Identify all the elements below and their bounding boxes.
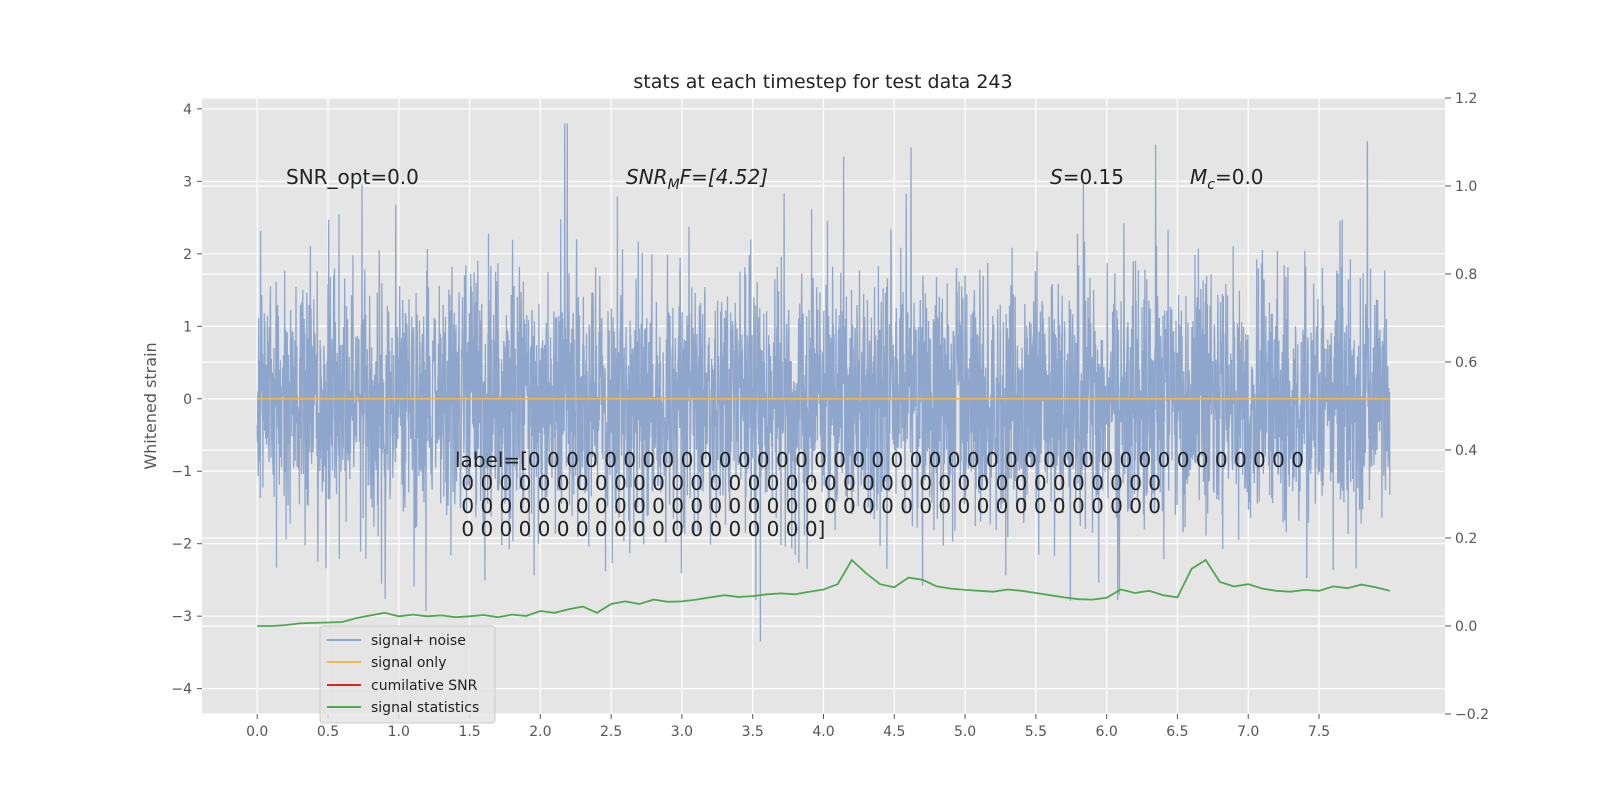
annotation-label-array: label=[0 0 0 0 0 0 0 0 0 0 0 0 0 0 0 0 0…: [455, 448, 1304, 541]
snr-mf-base: SNR: [626, 165, 668, 189]
x-tick-label: 3.5: [742, 724, 764, 740]
y-tick-label: 3: [183, 174, 192, 190]
right-y-tick-label: 0.4: [1455, 443, 1477, 459]
annotation-snr-mf: SNRMF=[4.52]: [626, 165, 768, 193]
x-tick-label: 6.5: [1166, 724, 1188, 740]
right-y-tick-label: 1.0: [1455, 179, 1477, 195]
y-tick-label: −1: [171, 464, 192, 480]
legend-label-signal-statistics: signal statistics: [371, 700, 479, 716]
y-axis-label: Whitened strain: [141, 342, 160, 469]
chart-title: stats at each timestep for test data 243: [633, 71, 1012, 93]
signal-noise-line: [256, 123, 1391, 642]
x-tick-label: 2.5: [600, 724, 622, 740]
x-tick-label: 0.5: [317, 724, 339, 740]
mc-base: M: [1190, 165, 1207, 189]
signal-statistics-series: [257, 558, 1391, 627]
right-y-tick-label: 0.0: [1455, 619, 1477, 635]
y-tick-label: −4: [171, 682, 192, 698]
legend-box: [319, 625, 496, 724]
annotation-s: S=0.15: [1050, 165, 1124, 189]
x-tick-label: 2.0: [529, 724, 551, 740]
legend-label-signal-only: signal only: [371, 655, 446, 671]
y-tick-label: 1: [183, 319, 192, 335]
x-tick-label: 0.0: [246, 724, 268, 740]
y-tick-label: 0: [183, 392, 192, 408]
x-tick-label: 4.5: [883, 724, 905, 740]
snr-mf-rest: F=[4.52]: [680, 165, 768, 189]
y-tick-label: 2: [183, 247, 192, 263]
label-line-4: 0 0 0 0 0 0 0 0 0 0 0 0 0 0 0 0 0 0 0]: [455, 517, 825, 541]
s-base: S: [1050, 165, 1063, 189]
legend-label-signal-noise: signal+ noise: [371, 633, 466, 649]
x-tick-label: 1.0: [388, 724, 410, 740]
legend-label-cumulative-snr: cumilative SNR: [371, 678, 478, 694]
signal-noise-series: [256, 123, 1391, 642]
right-y-tick-label: 1.2: [1455, 91, 1477, 107]
left-y-ticks: −4 −3 −2 −1 0 1 2 3 4: [171, 102, 202, 698]
x-ticks: 0.0 0.5 1.0 1.5 2.0 2.5 3.0 3.5 4.0 4.5 5.0 5.5 6.0 6…: [246, 714, 1330, 740]
x-tick-label: 6.0: [1096, 724, 1118, 740]
right-y-tick-label: −0.2: [1455, 707, 1489, 723]
x-tick-label: 7.0: [1237, 724, 1259, 740]
legend: signal+ noise signal only cumilative SNR…: [319, 625, 496, 724]
snr-mf-subscript: M: [668, 177, 680, 193]
x-tick-label: 1.5: [458, 724, 480, 740]
x-tick-label: 5.5: [1025, 724, 1047, 740]
annotation-snr-opt: SNR_opt=0.0: [286, 165, 419, 189]
y-tick-label: 4: [183, 102, 192, 118]
right-y-tick-label: 0.8: [1455, 267, 1477, 283]
x-tick-label: 7.5: [1308, 724, 1330, 740]
label-line-3: 0 0 0 0 0 0 0 0 0 0 0 0 0 0 0 0 0 0 0 0 …: [455, 494, 1161, 518]
right-y-tick-label: 0.2: [1455, 531, 1477, 547]
x-tick-label: 5.0: [954, 724, 976, 740]
mc-subscript: c: [1207, 177, 1215, 193]
x-tick-label: 4.0: [812, 724, 834, 740]
right-y-ticks: −0.2 0.0 0.2 0.4 0.6 0.8 1.0 1.2: [1445, 91, 1489, 723]
signal-statistics-line: [257, 558, 1391, 627]
y-tick-label: −3: [171, 609, 192, 625]
s-rest: =0.15: [1063, 165, 1124, 189]
label-line-2: 0 0 0 0 0 0 0 0 0 0 0 0 0 0 0 0 0 0 0 0 …: [455, 471, 1161, 495]
y-tick-label: −2: [171, 537, 192, 553]
label-line-1: label=[0 0 0 0 0 0 0 0 0 0 0 0 0 0 0 0 0…: [455, 448, 1304, 472]
x-tick-label: 3.0: [671, 724, 693, 740]
annotation-mc: Mc=0.0: [1190, 165, 1264, 193]
right-y-tick-label: 0.6: [1455, 355, 1477, 371]
mc-rest: =0.0: [1215, 165, 1264, 189]
